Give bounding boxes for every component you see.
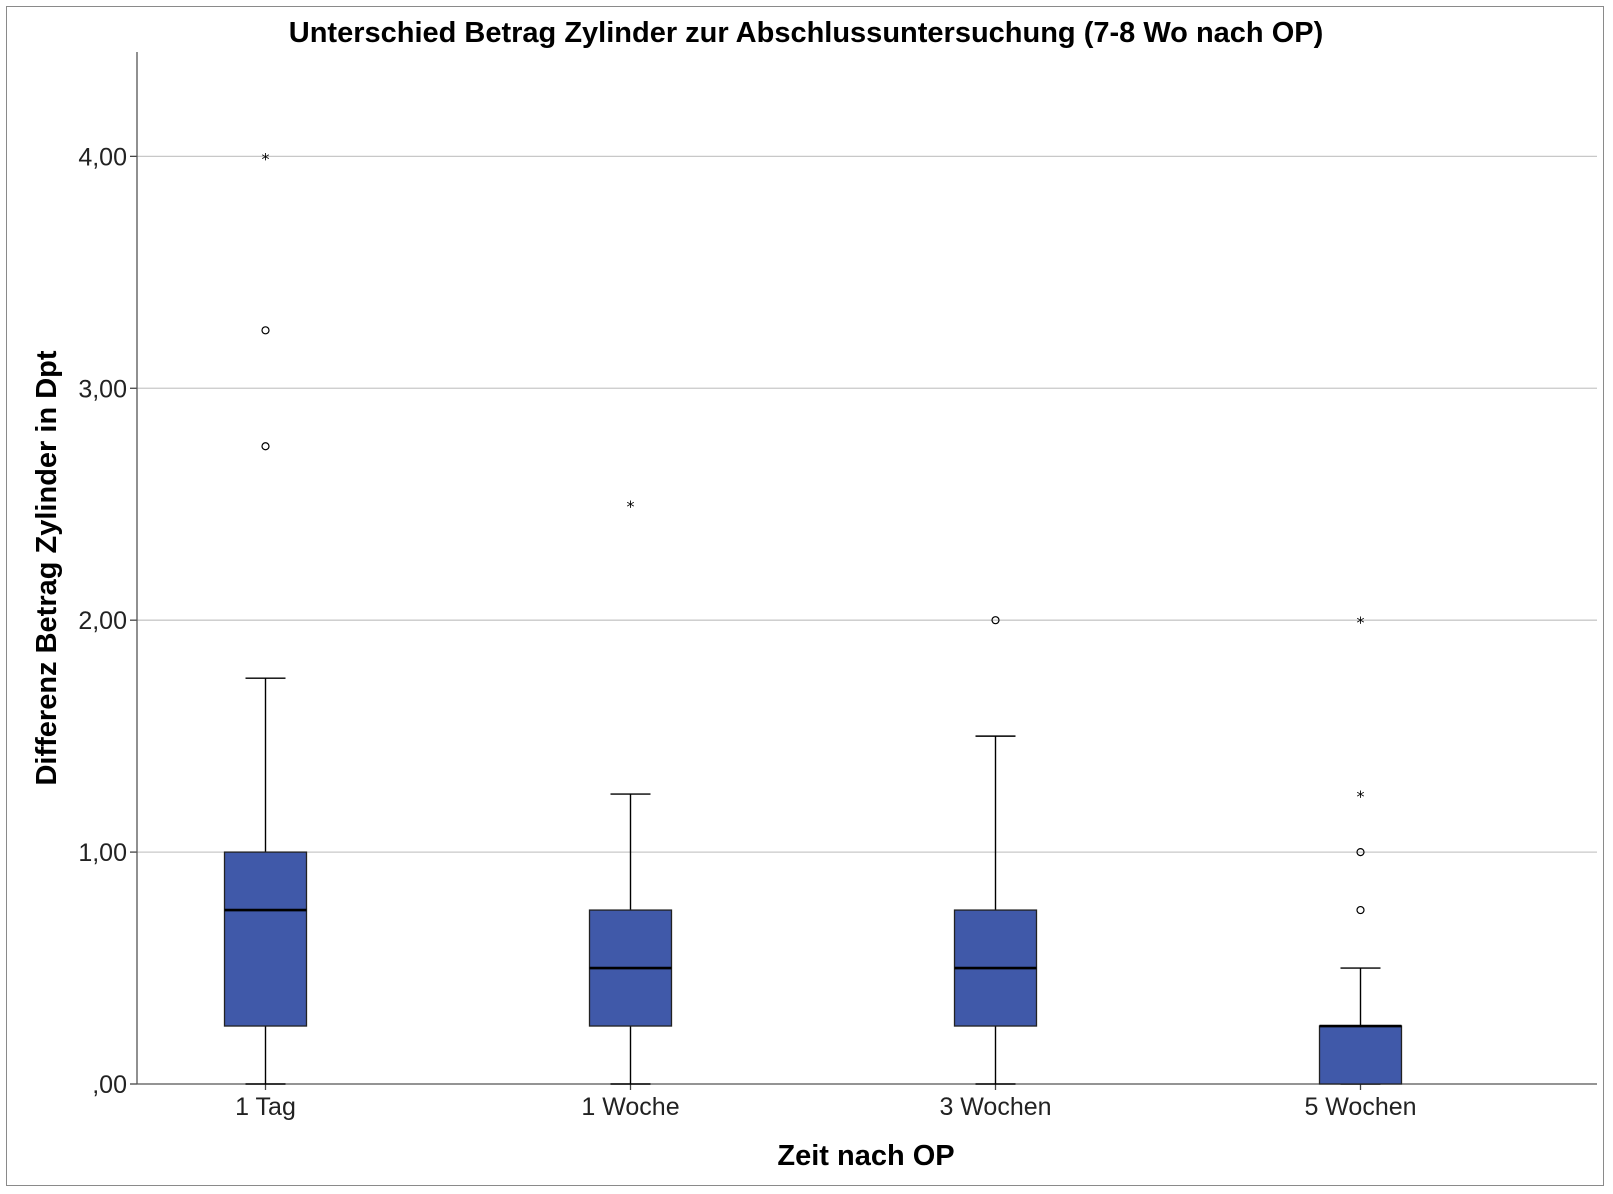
x-axis-title: Zeit nach OP bbox=[777, 1140, 954, 1172]
outlier-star: * bbox=[1357, 613, 1365, 632]
x-tick-label: 1 Tag bbox=[235, 1093, 296, 1121]
box bbox=[1318, 1025, 1403, 1085]
grid-lines bbox=[137, 155, 1597, 853]
box bbox=[223, 851, 308, 1027]
y-tick-label: ,00 bbox=[92, 1071, 127, 1099]
outliers: * * * * bbox=[261, 149, 1365, 915]
x-tick-label: 1 Woche bbox=[581, 1093, 679, 1121]
outlier-circle bbox=[1356, 905, 1365, 915]
y-tick-label: 3,00 bbox=[78, 375, 127, 403]
y-tick-label: 4,00 bbox=[78, 143, 127, 171]
outlier-circle bbox=[261, 442, 270, 451]
y-tick-label: 2,00 bbox=[78, 607, 127, 635]
boxes bbox=[223, 677, 1403, 1085]
axes bbox=[130, 52, 1597, 1090]
chart-frame bbox=[6, 6, 1604, 1186]
y-tick-label: 1,00 bbox=[78, 839, 127, 867]
outlier-circle bbox=[991, 616, 1000, 625]
x-tick-label: 5 Wochen bbox=[1304, 1093, 1416, 1121]
chart-title: Unterschied Betrag Zylinder zur Abschlus… bbox=[289, 17, 1324, 49]
tick-labels: ,00 1,00 2,00 3,00 4,00 1 Tag 1 Woche 3 Wochen 5… bbox=[78, 143, 1416, 1121]
outlier-circle bbox=[1356, 847, 1365, 857]
x-tick-label: 3 Wochen bbox=[939, 1093, 1051, 1121]
outlier-star: * bbox=[1357, 787, 1365, 806]
outlier-star: * bbox=[262, 149, 270, 168]
outlier-circle bbox=[261, 326, 270, 335]
y-axis-title: Differenz Betrag Zylinder in Dpt bbox=[31, 350, 63, 785]
outlier-star: * bbox=[627, 497, 635, 516]
